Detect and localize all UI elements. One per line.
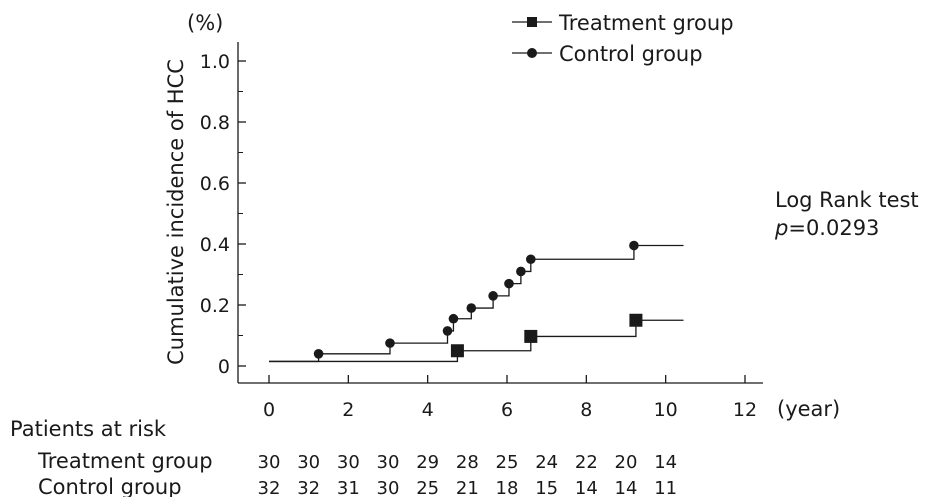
risk-row-label-control: Control group (38, 475, 182, 497)
risk-value: 22 (575, 452, 598, 473)
legend-label-control: Control group (559, 42, 703, 66)
y-axis-title: Cumulative incidence of HCC (164, 59, 188, 365)
p-value: =0.0293 (788, 216, 879, 240)
x-tick-label: 2 (342, 399, 354, 421)
risk-value: 14 (654, 452, 677, 473)
x-tick-label: 0 (263, 399, 275, 421)
risk-value: 30 (337, 452, 360, 473)
risk-value: 30 (297, 452, 320, 473)
control-point (466, 303, 477, 313)
risk-value: 24 (535, 452, 558, 473)
treatment-point (524, 329, 538, 343)
risk-value: 15 (535, 478, 558, 497)
control-point (516, 266, 526, 277)
treatment-point (629, 313, 643, 327)
y-tick-label: 0.8 (200, 112, 230, 134)
x-tick-label: 4 (422, 399, 434, 421)
control-point (313, 349, 324, 359)
y-unit-label: (%) (187, 11, 223, 35)
series-line-control (269, 244, 684, 363)
risk-value: 30 (377, 478, 400, 497)
p-value-text: p=0.0293 (774, 216, 879, 240)
x-tick-label: 12 (733, 399, 757, 421)
risk-value: 21 (456, 478, 479, 497)
legend: Treatment group Control group (512, 11, 734, 66)
risk-value: 31 (337, 478, 360, 497)
x-unit-label: (year) (777, 397, 840, 421)
risk-value: 32 (297, 478, 320, 497)
legend-label-treatment: Treatment group (558, 11, 734, 35)
control-point (526, 254, 536, 265)
risk-value: 30 (258, 452, 281, 473)
risk-value: 30 (377, 452, 400, 473)
x-tick-label: 10 (654, 399, 678, 421)
p-symbol: p (774, 216, 788, 240)
risk-row-label-treatment: Treatment group (37, 449, 213, 473)
x-tick-label: 8 (580, 399, 592, 421)
risk-value: 29 (416, 452, 439, 473)
legend-marker-circle (527, 48, 537, 58)
risk-value: 32 (258, 478, 281, 497)
control-point (629, 240, 639, 251)
risk-value: 28 (456, 452, 479, 473)
log-rank-label: Log Rank test (775, 188, 919, 212)
risk-value: 11 (654, 478, 677, 497)
risk-value: 25 (496, 452, 519, 473)
y-tick-label: 0.6 (200, 173, 230, 195)
control-point (448, 313, 459, 324)
y-tick-label: 0.2 (200, 295, 230, 317)
control-point (442, 326, 453, 336)
risk-table-title: Patients at risk (10, 417, 167, 441)
legend-marker-square (527, 17, 537, 27)
control-point (504, 278, 514, 289)
y-tick-label: 1.0 (200, 51, 230, 73)
risk-value: 14 (615, 478, 638, 497)
risk-value: 18 (496, 478, 519, 497)
treatment-point (450, 344, 464, 358)
series-line-treatment (269, 319, 684, 363)
control-point (385, 338, 395, 348)
x-tick-label: 6 (501, 399, 513, 421)
risk-value: 14 (575, 478, 598, 497)
y-tick-label: 0 (218, 356, 230, 378)
risk-value: 25 (416, 478, 439, 497)
y-tick-label: 0.4 (200, 234, 230, 256)
risk-value: 20 (615, 452, 638, 473)
control-point (488, 291, 498, 301)
